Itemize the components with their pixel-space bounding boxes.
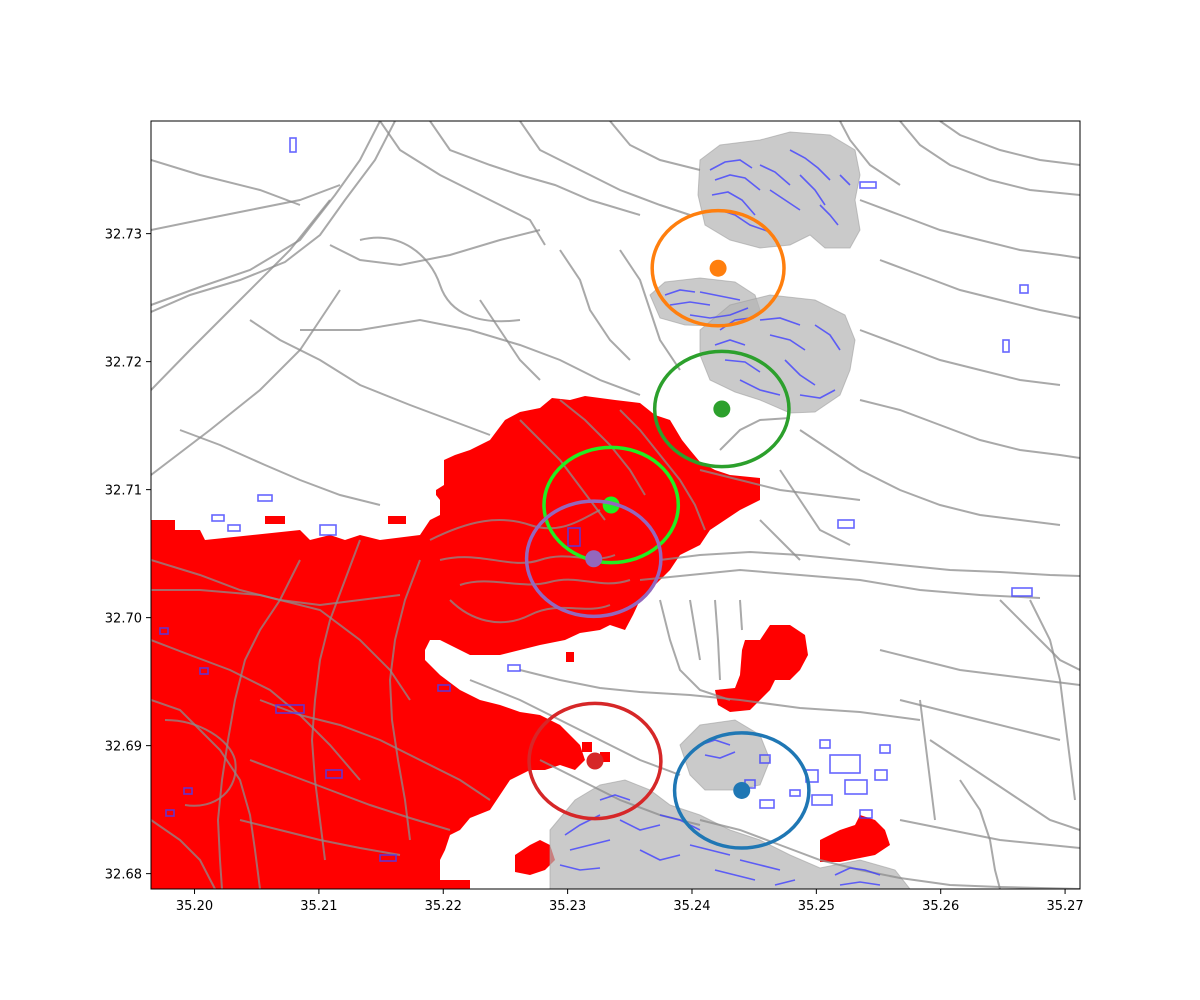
marker-point-blue — [733, 781, 751, 799]
y-tick-label: 32.71 — [105, 484, 142, 499]
marker-layer — [524, 208, 811, 850]
x-tick-label: 35.27 — [1046, 899, 1083, 914]
road-network — [151, 121, 1080, 889]
buffer-north — [697, 131, 861, 249]
marker-point-green — [713, 400, 731, 418]
burned-patch — [265, 516, 285, 524]
x-tick-label: 35.23 — [549, 899, 586, 914]
building-cluster-north — [709, 149, 851, 233]
x-tick-label: 35.26 — [922, 899, 959, 914]
y-tick-label: 32.70 — [105, 612, 142, 627]
burned-area-far-south-west — [151, 760, 230, 889]
marker-point-purple — [585, 550, 603, 568]
marker-ring-green — [652, 349, 791, 469]
x-tick-label: 35.25 — [798, 899, 835, 914]
building-cluster-middle-west — [664, 289, 749, 319]
burned-area-south-east — [820, 815, 890, 862]
x-tick-label: 35.24 — [673, 899, 710, 914]
y-tick-label: 32.68 — [105, 868, 142, 883]
marker-ring-purple — [524, 499, 663, 619]
y-tick-label: 32.73 — [105, 228, 142, 243]
y-tick-label: 32.69 — [105, 740, 142, 755]
buildings — [159, 137, 1033, 886]
burned-patch — [600, 752, 610, 762]
burned-area-south-mid — [515, 840, 555, 875]
burned-area-west — [151, 396, 760, 889]
marker-ring-orange — [650, 208, 786, 328]
burned-patch — [388, 516, 406, 524]
burned-patch — [582, 742, 592, 752]
marker-ring-blue — [672, 731, 811, 850]
building-cluster-south-west — [559, 794, 796, 886]
buffer-south — [679, 719, 771, 791]
axes-frame — [150, 120, 1081, 890]
building-cluster-south-east — [834, 867, 881, 886]
marker-point-red — [586, 752, 604, 770]
x-tick-label: 35.21 — [300, 899, 337, 914]
burned-area-east — [715, 625, 808, 712]
x-tick-label: 35.20 — [176, 899, 213, 914]
x-tick-label: 35.22 — [425, 899, 462, 914]
y-tick-label: 32.72 — [105, 356, 142, 371]
x-axis: 35.20 35.21 35.22 35.23 35.24 35.25 35.26 35.27 — [176, 889, 1084, 914]
marker-ring-lime — [542, 445, 681, 565]
building-cluster-middle — [714, 317, 841, 399]
burned-patch — [566, 652, 574, 662]
y-axis: 32.68 32.69 32.70 32.71 32.72 32.73 — [105, 228, 151, 883]
marker-point-orange — [709, 259, 727, 277]
marker-ring-red — [527, 701, 663, 821]
